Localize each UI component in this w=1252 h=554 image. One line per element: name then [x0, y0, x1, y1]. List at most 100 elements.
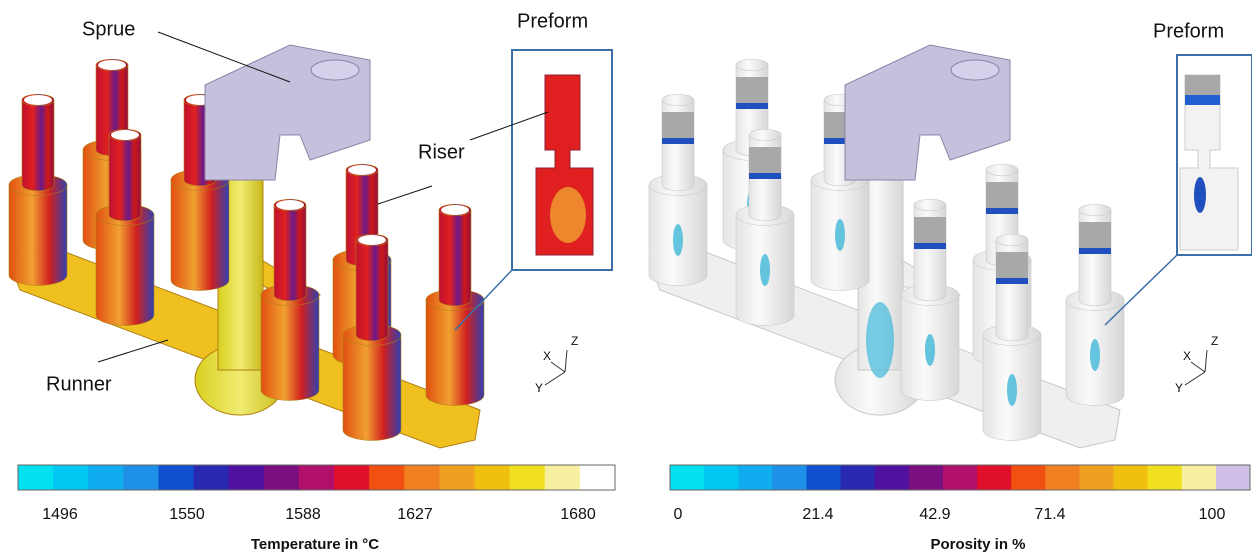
riser-neck	[274, 205, 306, 301]
colorbar-swatch	[670, 465, 705, 490]
colorbar-swatch	[772, 465, 807, 490]
shrink-band	[996, 252, 1028, 278]
colorbar-swatch	[1079, 465, 1114, 490]
colorbar-tick-label: 1588	[285, 506, 321, 523]
shrink-band	[749, 173, 781, 179]
shrink-band	[749, 147, 781, 173]
colorbar-swatch	[943, 465, 978, 490]
colorbar-swatch	[1216, 465, 1251, 490]
cap	[348, 165, 376, 175]
axis	[1185, 372, 1205, 385]
colorbar-swatch	[545, 465, 581, 490]
shrink-band	[986, 182, 1018, 208]
colorbar-tick-label: 1680	[560, 506, 596, 523]
shrink-band	[914, 217, 946, 243]
leader	[98, 340, 168, 362]
axis-label: X	[543, 349, 551, 363]
leader	[378, 186, 432, 204]
shrink-band	[1185, 75, 1220, 95]
cap	[276, 200, 304, 210]
colorbar-swatch	[158, 465, 194, 490]
shrink-band	[1079, 248, 1111, 254]
cap	[358, 235, 386, 245]
axis-label: Z	[571, 334, 578, 348]
axis	[1191, 362, 1205, 372]
cap	[98, 60, 126, 70]
axis-label: Y	[1175, 381, 1183, 395]
colorbar-tick-label: 21.4	[802, 506, 833, 523]
shrink-band	[736, 103, 768, 109]
shrink-band	[662, 138, 694, 144]
pore	[1194, 177, 1206, 213]
riser-base	[9, 185, 67, 285]
sprue-cap	[951, 60, 999, 80]
label-preform: Preform	[1153, 20, 1224, 42]
pore	[760, 254, 770, 286]
colorbar-swatch	[299, 465, 335, 490]
cap	[441, 205, 469, 215]
colorbar-swatch	[123, 465, 159, 490]
shrink-band	[914, 243, 946, 249]
colorbar-tick-label: 100	[1199, 506, 1226, 523]
axis-label: Y	[535, 381, 543, 395]
label-riser: Riser	[418, 141, 465, 163]
axis-triad: X Y Z	[1175, 334, 1218, 395]
riser-base	[426, 300, 484, 405]
riser-neck-top	[749, 129, 781, 141]
riser-base	[261, 295, 319, 400]
shrink-band	[1079, 222, 1111, 248]
colorbar-swatch	[1045, 465, 1080, 490]
colorbar-swatch	[841, 465, 876, 490]
colorbar-swatch	[977, 465, 1012, 490]
colorbar-swatch	[369, 465, 405, 490]
colorbar-tick-label: 1550	[169, 506, 205, 523]
axis	[565, 350, 567, 372]
colorbar-swatch	[580, 465, 616, 490]
colorbar-title: Porosity in %	[930, 536, 1025, 553]
axis	[551, 362, 565, 372]
colorbar-swatch	[475, 465, 511, 490]
riser-neck-top	[1079, 204, 1111, 216]
colorbar-swatch	[1148, 465, 1183, 490]
colorbar-swatch	[229, 465, 265, 490]
colorbar-swatch	[264, 465, 300, 490]
colorbar-swatch	[704, 465, 739, 490]
cap	[24, 95, 52, 105]
colorbar-swatch	[18, 465, 54, 490]
riser-base	[343, 335, 401, 440]
colorbar-swatch	[738, 465, 773, 490]
pore	[925, 334, 935, 366]
riser-neck	[439, 210, 471, 306]
colorbar-tick-label: 42.9	[919, 506, 950, 523]
riser-base	[171, 180, 229, 290]
colorbar-swatch	[194, 465, 230, 490]
sprue-cap	[311, 60, 359, 80]
riser-neck	[356, 240, 388, 341]
colorbar-swatch	[1114, 465, 1149, 490]
colorbar-swatch	[806, 465, 841, 490]
axis-label: X	[1183, 349, 1191, 363]
colorbar-swatch	[439, 465, 475, 490]
colorbar-swatch	[1182, 465, 1217, 490]
colorbar-swatch	[404, 465, 440, 490]
colorbar-swatch	[53, 465, 89, 490]
pore	[866, 302, 894, 378]
colorbar-tick-label: 1496	[42, 506, 78, 523]
axis	[1205, 350, 1207, 372]
colorbar-swatch	[510, 465, 546, 490]
riser-neck-top	[662, 94, 694, 106]
cap	[111, 130, 139, 140]
figure: Sprue Preform Riser Runner Preform Tempe…	[0, 0, 1252, 554]
shrink-band	[736, 77, 768, 103]
riser-neck-top	[736, 59, 768, 71]
inset-connector	[1105, 255, 1177, 325]
riser-neck-top	[986, 164, 1018, 176]
shrink-band	[996, 278, 1028, 284]
colorbar-swatch	[1011, 465, 1046, 490]
porosity-model	[649, 45, 1252, 448]
label-sprue: Sprue	[82, 18, 135, 40]
axis-triad: X Y Z	[535, 334, 578, 395]
axis-label: Z	[1211, 334, 1218, 348]
riser-base	[96, 215, 154, 325]
riser-neck-top	[914, 199, 946, 211]
